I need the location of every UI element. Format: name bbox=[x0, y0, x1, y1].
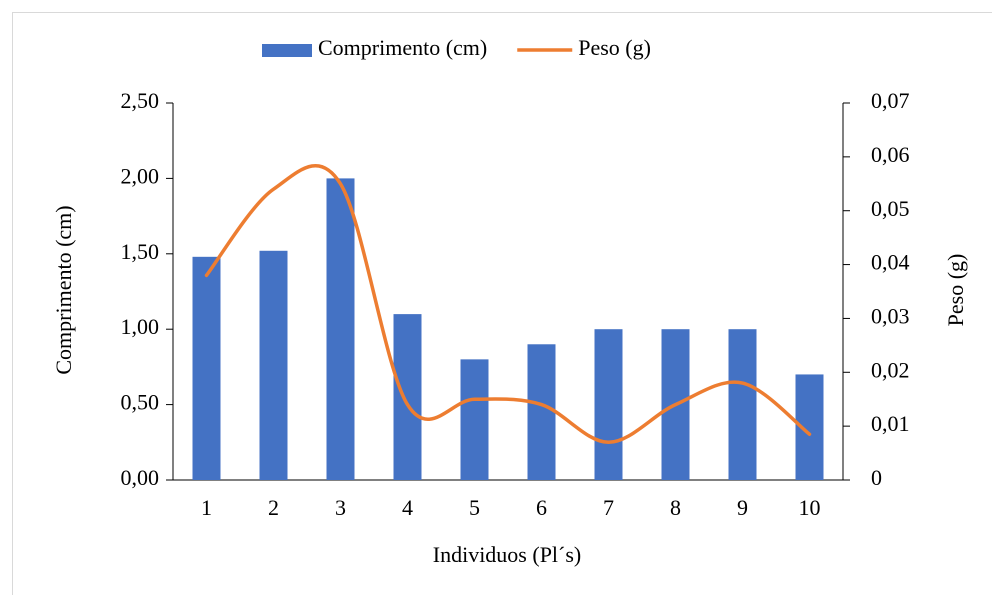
y2-tick-label: 0,07 bbox=[871, 88, 910, 113]
y2-tick-label: 0,01 bbox=[871, 411, 910, 436]
x-tick-label: 5 bbox=[469, 495, 480, 520]
bar bbox=[393, 314, 422, 480]
y2-tick-label: 0 bbox=[871, 465, 882, 490]
y2-tick-label: 0,03 bbox=[871, 303, 910, 328]
y-tick-label: 0,50 bbox=[121, 390, 160, 415]
bar bbox=[259, 250, 288, 480]
y-tick-label: 0,00 bbox=[121, 465, 160, 490]
x-axis-title: Individuos (Pl´s) bbox=[433, 542, 582, 567]
y2-axis-title: Peso (g) bbox=[943, 254, 968, 327]
bar bbox=[326, 178, 355, 480]
legend-label: Peso (g) bbox=[578, 35, 651, 60]
y2-tick-label: 0,04 bbox=[871, 250, 910, 275]
x-tick-label: 6 bbox=[536, 495, 547, 520]
y-tick-label: 1,50 bbox=[121, 239, 160, 264]
x-tick-label: 10 bbox=[799, 495, 821, 520]
bar bbox=[460, 359, 489, 480]
y-tick-label: 1,00 bbox=[121, 314, 160, 339]
legend-label: Comprimento (cm) bbox=[318, 35, 487, 60]
chart-border bbox=[12, 12, 992, 595]
y-tick-label: 2,00 bbox=[121, 163, 160, 188]
x-tick-label: 7 bbox=[603, 495, 614, 520]
y2-tick-label: 0,05 bbox=[871, 196, 910, 221]
y2-tick-label: 0,06 bbox=[871, 142, 910, 167]
x-tick-label: 4 bbox=[402, 495, 413, 520]
legend-swatch bbox=[262, 44, 312, 57]
x-tick-label: 8 bbox=[670, 495, 681, 520]
x-tick-label: 2 bbox=[268, 495, 279, 520]
bar bbox=[594, 329, 623, 480]
bar bbox=[192, 256, 221, 480]
x-tick-label: 9 bbox=[737, 495, 748, 520]
x-tick-label: 1 bbox=[201, 495, 212, 520]
bar bbox=[728, 329, 757, 480]
y2-tick-label: 0,02 bbox=[871, 357, 910, 382]
y-tick-label: 2,50 bbox=[121, 88, 160, 113]
bar bbox=[527, 344, 556, 480]
x-tick-label: 3 bbox=[335, 495, 346, 520]
line bbox=[204, 163, 812, 445]
y-axis-title: Comprimento (cm) bbox=[51, 205, 76, 374]
